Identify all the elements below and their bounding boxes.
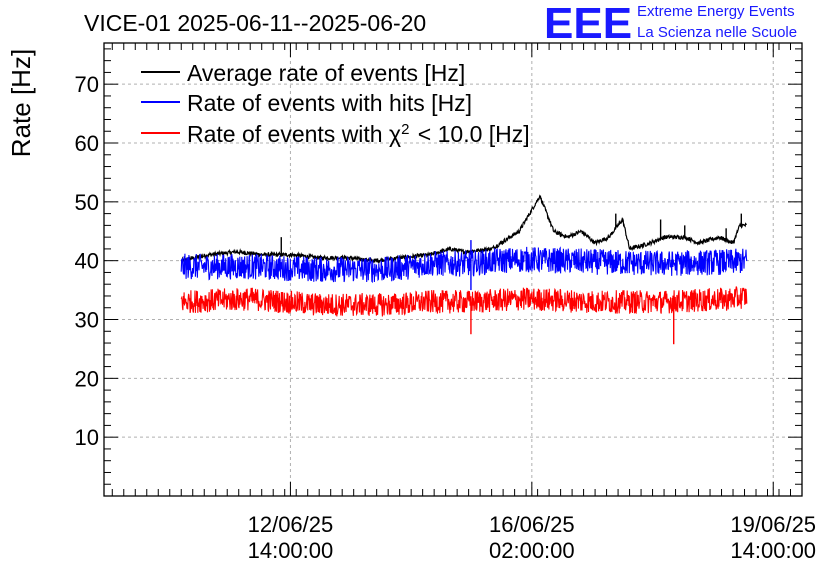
x-tick-label-time: 14:00:00: [248, 538, 334, 563]
y-tick-label: 20: [75, 366, 99, 391]
eee-logo-text: EEE: [544, 2, 632, 42]
x-tick-label-date: 16/06/25: [489, 512, 575, 537]
y-tick-label: 30: [75, 308, 99, 333]
y-tick-label: 50: [75, 190, 99, 215]
legend: Average rate of events [Hz] Rate of event…: [141, 60, 530, 147]
legend-label-2: Rate of events with hits [Hz]: [187, 90, 472, 116]
series-line-2: [180, 246, 748, 284]
chart-title: VICE-01 2025-06-11--2025-06-20: [84, 10, 427, 36]
y-axis-label: Rate [Hz]: [6, 49, 36, 157]
series-line-3: [180, 286, 748, 317]
label-layer: 1020304050607012/06/2514:00:0016/06/2502…: [75, 72, 817, 563]
legend-label-3: Rate of events with χ2 < 10.0 [Hz]: [187, 121, 530, 148]
x-tick-label-date: 19/06/25: [730, 512, 816, 537]
x-tick-label-time: 02:00:00: [489, 538, 575, 563]
x-tick-label-time: 14:00:00: [730, 538, 816, 563]
y-tick-label: 60: [75, 131, 99, 156]
tick-layer: [104, 43, 802, 496]
org-name-line2: La Scienza nelle Scuole: [637, 24, 798, 41]
y-tick-label: 70: [75, 72, 99, 97]
x-tick-label-date: 12/06/25: [248, 512, 334, 537]
y-tick-label: 40: [75, 249, 99, 274]
eee-logo-icon: EEE: [544, 2, 632, 42]
series-layer: [180, 194, 748, 345]
plot-frame: [103, 42, 803, 497]
legend-label-1: Average rate of events [Hz]: [187, 60, 465, 86]
y-tick-label: 10: [75, 425, 99, 450]
org-name-line1: Extreme Energy Events: [637, 3, 795, 20]
series-line-1: [180, 194, 747, 264]
